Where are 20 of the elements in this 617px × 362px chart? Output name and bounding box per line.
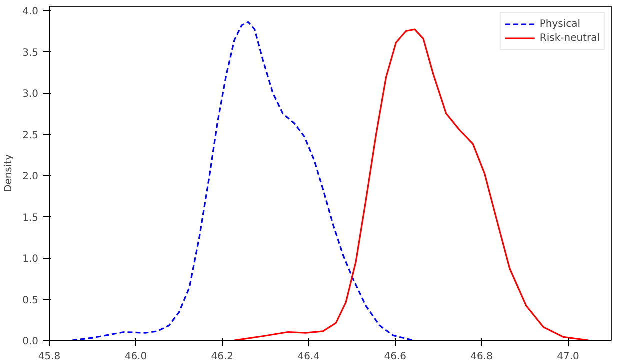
x-tick-label: 46.8 [470, 352, 493, 362]
legend-label: Risk-neutral [540, 32, 600, 45]
x-tick-label: 46.6 [384, 352, 406, 362]
y-tick-label: 3.5 [22, 48, 39, 59]
x-tick-label: 45.8 [38, 352, 61, 362]
y-tick-label: 2.5 [22, 130, 39, 142]
x-tick-label: 47.0 [557, 352, 580, 362]
x-tick-label: 46.2 [211, 352, 234, 362]
y-tick-label: 0.5 [22, 295, 39, 306]
x-tick-label: 46.0 [124, 352, 148, 362]
y-tick-label: 4.0 [22, 6, 39, 18]
y-tick-label: 2.0 [22, 172, 39, 183]
y-tick-label: 3.0 [22, 89, 39, 100]
line-series [72, 21, 414, 340]
y-axis-title: Density [4, 154, 15, 193]
y-tick-label: 0.0 [22, 336, 39, 348]
y-tick-label: 1.5 [22, 212, 39, 224]
x-tick-label: 46.4 [298, 352, 320, 362]
legend-label: Physical [540, 18, 581, 31]
y-tick-label: 1.0 [22, 254, 39, 266]
